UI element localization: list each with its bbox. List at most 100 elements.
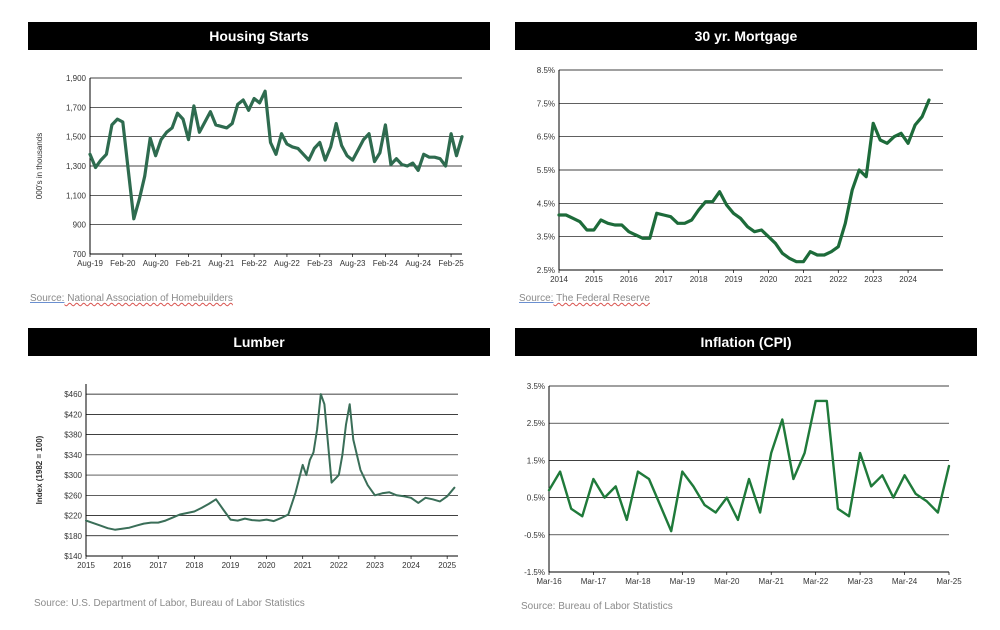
y-tick-label: $460 xyxy=(64,390,82,399)
x-tick-label: Mar-24 xyxy=(892,577,918,586)
y-tick-label: 4.5% xyxy=(537,199,555,208)
x-tick-label: Feb-22 xyxy=(241,259,267,268)
y-tick-label: -1.5% xyxy=(524,568,545,577)
y-tick-label: $380 xyxy=(64,431,82,440)
housing-starts-chart: 700 900 1,100 1,300 1,500 1,700 1,900 Aug-19 Feb… xyxy=(35,74,464,268)
x-tick-label: 2015 xyxy=(585,275,603,284)
source-label: Source: xyxy=(30,293,65,304)
y-axis-label: Index (1982 = 100) xyxy=(35,435,44,504)
x-tick-label: Mar-17 xyxy=(581,577,607,586)
x-tick-label: Feb-23 xyxy=(307,259,333,268)
lumber-title: Lumber xyxy=(28,328,490,356)
x-tick-label: Mar-19 xyxy=(670,577,696,586)
mortgage-chart: 2.5% 3.5% 4.5% 5.5% 6.5% 7.5% 8.5% 2014 2015 2016… xyxy=(537,66,943,284)
y-tick-label: 8.5% xyxy=(537,66,555,75)
y-tick-label: $340 xyxy=(64,451,82,460)
y-tick-label: $220 xyxy=(64,512,82,521)
housing-starts-source: Source: National Association of Homebuil… xyxy=(30,293,233,304)
y-tick-label: 5.5% xyxy=(537,166,555,175)
x-tick-label: Feb-20 xyxy=(110,259,136,268)
x-tick-label: Aug-21 xyxy=(208,259,234,268)
x-tick-label: 2018 xyxy=(185,561,203,570)
x-tick-label: Aug-24 xyxy=(405,259,431,268)
y-tick-label: 0.5% xyxy=(527,494,545,503)
source-text: U.S. Department of Labor, Bureau of Labo… xyxy=(68,598,305,609)
x-tick-label: 2020 xyxy=(760,275,778,284)
series-line xyxy=(85,393,456,531)
y-tick-label: 3.5% xyxy=(527,382,545,391)
y-tick-label: 900 xyxy=(73,221,87,230)
x-tick-label: 2018 xyxy=(690,275,708,284)
x-tick-label: Aug-23 xyxy=(340,259,366,268)
x-tick-label: 2017 xyxy=(655,275,673,284)
y-tick-label: 1,700 xyxy=(66,103,87,112)
source-label: Source: xyxy=(521,601,556,612)
series-line xyxy=(547,399,951,533)
x-tick-label: Mar-20 xyxy=(714,577,740,586)
source-text: National Association of Homebuilders xyxy=(64,293,233,304)
x-tick-label: 2016 xyxy=(113,561,131,570)
x-tick-label: Feb-24 xyxy=(373,259,399,268)
x-tick-label: Mar-23 xyxy=(847,577,873,586)
x-tick-label: 2023 xyxy=(366,561,384,570)
cpi-panel: Inflation (CPI) -1.5% -0.5% 0.5% 1.5% 2.5% 3.… xyxy=(515,328,977,618)
x-tick-label: 2019 xyxy=(222,561,240,570)
x-tick-label: Aug-20 xyxy=(143,259,169,268)
x-tick-label: Mar-16 xyxy=(536,577,562,586)
y-tick-label: 2.5% xyxy=(527,419,545,428)
x-tick-label: Feb-21 xyxy=(176,259,202,268)
y-tick-label: $180 xyxy=(64,532,82,541)
y-tick-label: 2.5% xyxy=(537,266,555,275)
y-tick-label: 1,100 xyxy=(66,191,87,200)
lumber-chart: $140 $180 $220 $260 $300 $340 $380 $420 $460 2015… xyxy=(35,384,458,570)
series-line xyxy=(557,98,931,264)
x-tick-label: 2014 xyxy=(550,275,568,284)
x-tick-label: Aug-22 xyxy=(274,259,300,268)
cpi-title: Inflation (CPI) xyxy=(515,328,977,356)
y-tick-label: -0.5% xyxy=(524,531,545,540)
y-tick-label: 1.5% xyxy=(527,456,545,465)
x-tick-label: Mar-25 xyxy=(936,577,962,586)
x-tick-label: Mar-21 xyxy=(759,577,785,586)
housing-starts-title: Housing Starts xyxy=(28,22,490,50)
y-tick-label: 3.5% xyxy=(537,233,555,242)
x-tick-label: 2023 xyxy=(864,275,882,284)
x-tick-label: 2017 xyxy=(149,561,167,570)
x-tick-label: Mar-22 xyxy=(803,577,829,586)
lumber-source: Source: U.S. Department of Labor, Bureau… xyxy=(34,598,305,609)
source-label: Source: xyxy=(34,598,69,609)
y-tick-label: 1,300 xyxy=(66,162,87,171)
series-line xyxy=(88,89,464,221)
x-tick-label: 2025 xyxy=(438,561,456,570)
y-tick-label: $260 xyxy=(64,491,82,500)
y-tick-label: $420 xyxy=(64,410,82,419)
x-tick-label: 2021 xyxy=(794,275,812,284)
x-tick-label: 2015 xyxy=(77,561,95,570)
y-tick-label: 7.5% xyxy=(537,99,555,108)
lumber-panel: Lumber $140 $180 $220 $260 $300 $340 $380 $420 $… xyxy=(28,328,490,618)
mortgage-title: 30 yr. Mortgage xyxy=(515,22,977,50)
cpi-chart: -1.5% -0.5% 0.5% 1.5% 2.5% 3.5% Mar-16 Mar-17 Ma… xyxy=(524,382,962,586)
source-text: The Federal Reserve xyxy=(553,293,650,304)
x-tick-label: Aug-19 xyxy=(77,259,103,268)
x-tick-label: 2024 xyxy=(899,275,917,284)
source-text: Bureau of Labor Statistics xyxy=(555,601,673,612)
x-tick-label: 2024 xyxy=(402,561,420,570)
y-tick-label: 1,900 xyxy=(66,74,87,83)
cpi-source: Source: Bureau of Labor Statistics xyxy=(521,601,673,612)
y-tick-label: 700 xyxy=(73,250,87,259)
y-tick-label: $300 xyxy=(64,471,82,480)
x-tick-label: Mar-18 xyxy=(625,577,651,586)
x-tick-label: 2021 xyxy=(294,561,312,570)
x-tick-label: Feb-25 xyxy=(438,259,464,268)
y-tick-label: $140 xyxy=(64,552,82,561)
source-label: Source: xyxy=(519,293,554,304)
x-tick-label: 2022 xyxy=(330,561,348,570)
mortgage-panel: 30 yr. Mortgage 2.5% 3.5% 4.5% 5.5% 6.5% 7.5%… xyxy=(515,22,977,312)
y-tick-label: 1,500 xyxy=(66,133,87,142)
x-tick-label: 2016 xyxy=(620,275,638,284)
y-tick-label: 6.5% xyxy=(537,133,555,142)
x-tick-label: 2022 xyxy=(829,275,847,284)
housing-starts-panel: Housing Starts 700 900 1,100 1,300 1,500 1,70… xyxy=(28,22,490,312)
x-tick-label: 2019 xyxy=(725,275,743,284)
